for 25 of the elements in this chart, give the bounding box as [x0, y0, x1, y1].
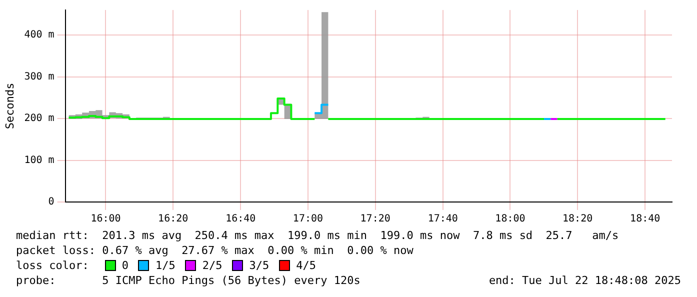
legend-label: 3/5 — [249, 258, 270, 273]
y-axis-title: Seconds — [3, 82, 16, 130]
y-tick-label: 300 m — [24, 71, 54, 82]
x-tick-label: 18:00 — [495, 214, 526, 225]
text: end: Tue Jul 22 18:48:08 2025 — [488, 273, 681, 288]
y-tick-label: 200 m — [24, 113, 54, 124]
x-tick-label: 18:20 — [562, 214, 593, 225]
text: probe: 5 ICMP Echo Pings (56 Bytes) every 120s — [16, 273, 360, 288]
legend-label: 0 — [122, 258, 128, 273]
text: packet loss: 0.67 % avg 27.67 % max 0.00 % min 0.00 % now — [16, 243, 414, 258]
legend-label: 4/5 — [296, 258, 316, 273]
y-tick-label: 400 m — [24, 30, 54, 41]
x-tick-label: 17:40 — [428, 214, 458, 225]
text: median rtt: 201.3 ms avg 250.4 ms max 199.0 ms min 199.0 ms now 7.8 ms sd 25.7 am/s — [16, 228, 620, 243]
x-tick-label: 18:40 — [630, 214, 660, 225]
legend-label: 2/5 — [202, 258, 222, 273]
y-tick-label: 0 — [48, 196, 54, 208]
x-tick-label: 16:40 — [226, 214, 256, 225]
x-tick-label: 16:00 — [90, 214, 121, 225]
legend-label: 1/5 — [155, 258, 176, 273]
y-tick-label: 100 m — [24, 154, 54, 166]
x-tick-label: 16:20 — [158, 214, 188, 225]
x-tick-label: 17:00 — [292, 214, 324, 225]
x-tick-label: 17:20 — [360, 214, 390, 225]
legend-title: loss color: — [16, 258, 89, 273]
